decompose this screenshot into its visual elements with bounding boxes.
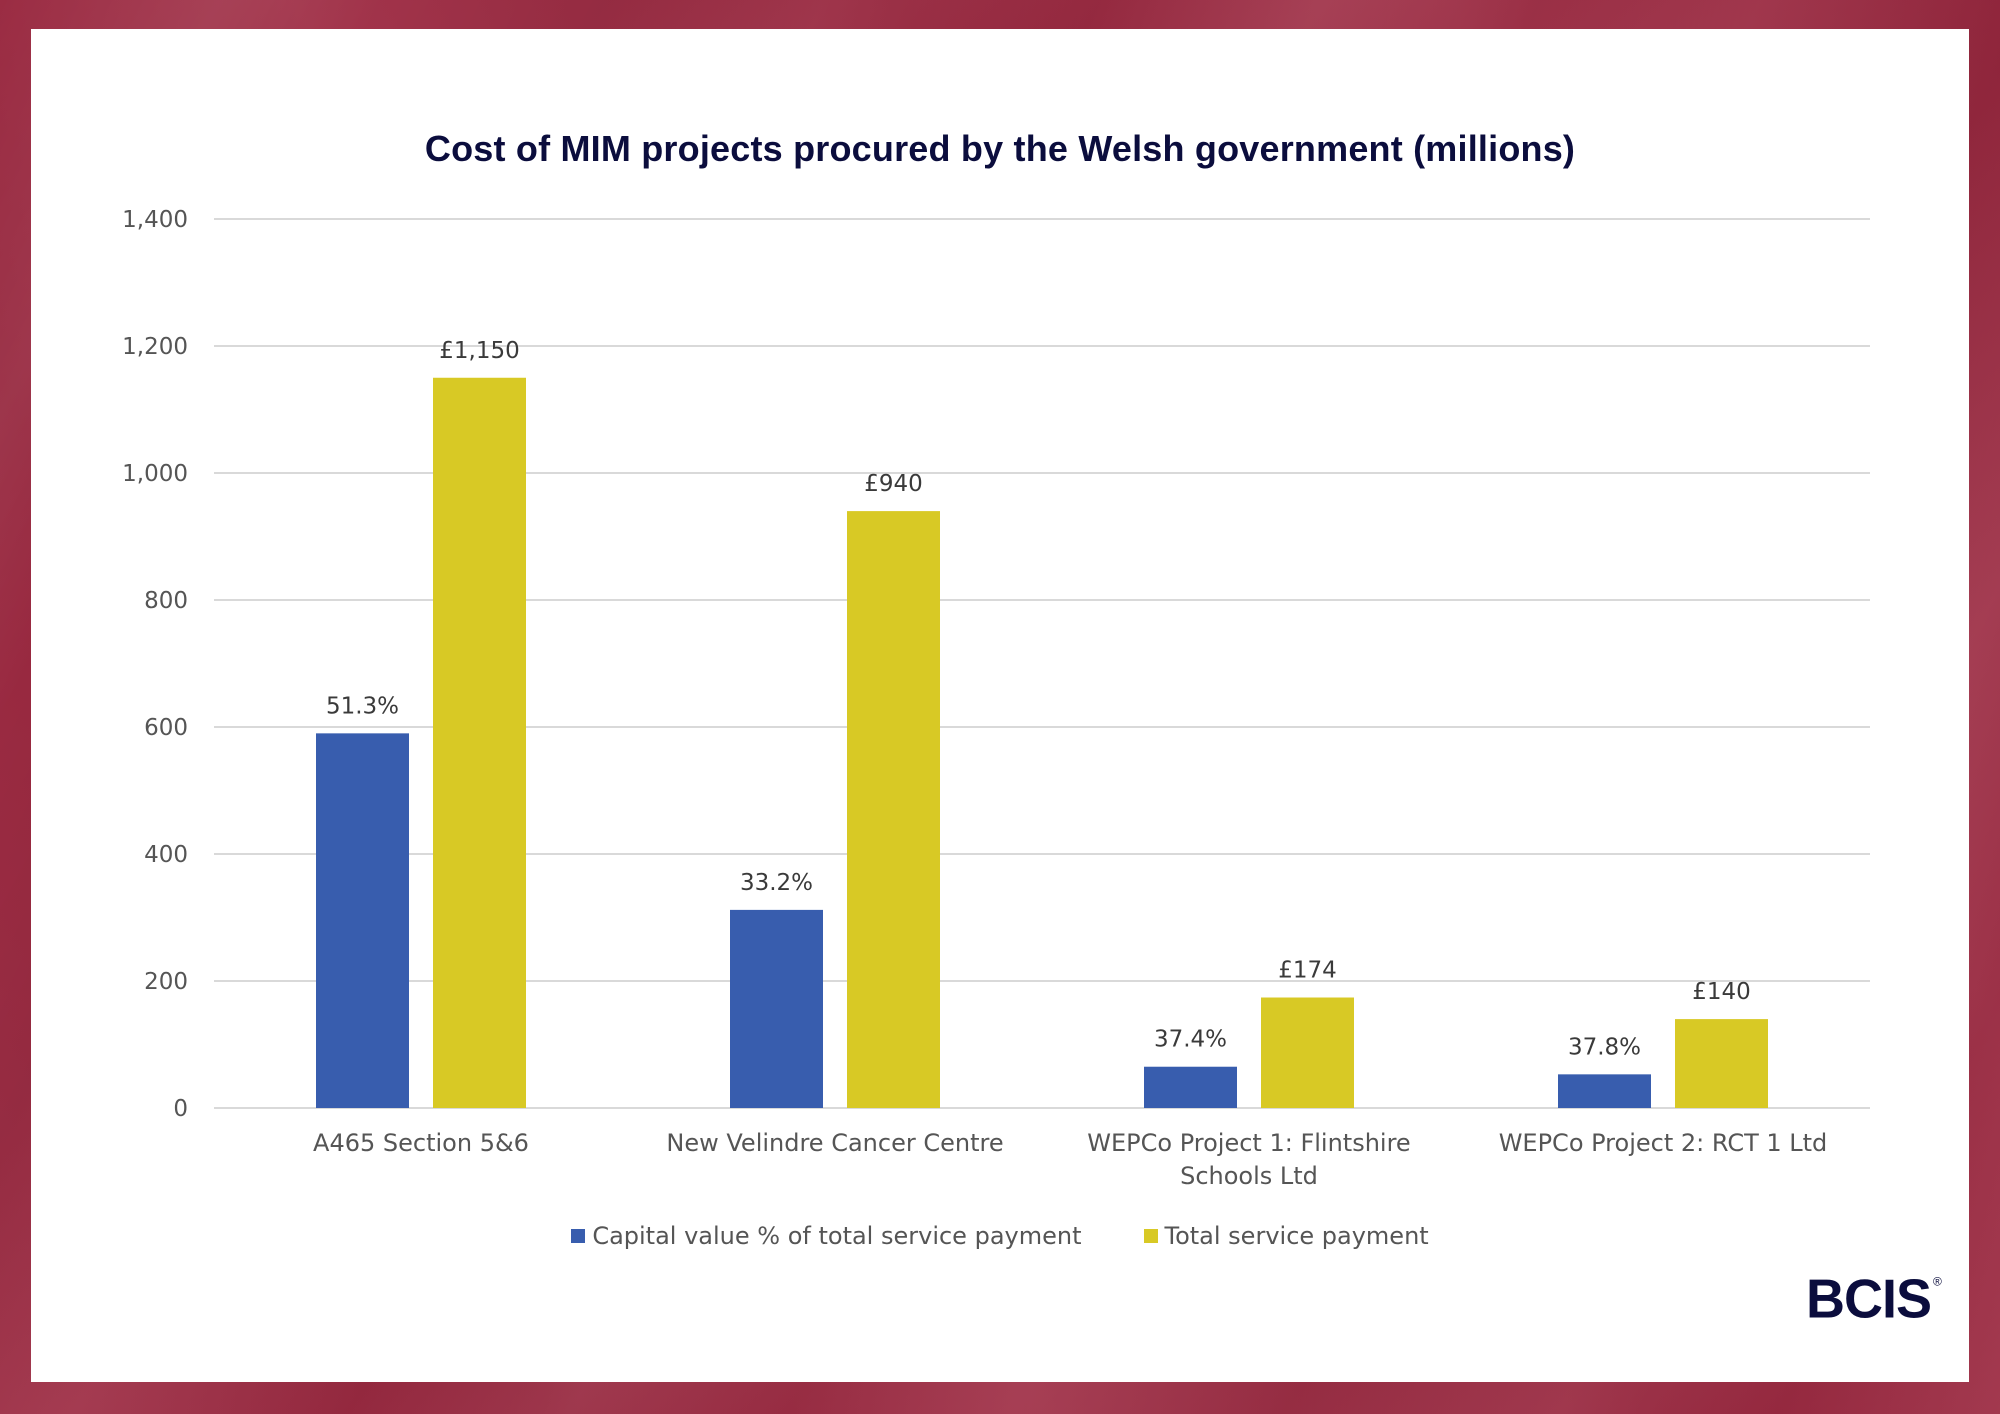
y-axis-tick-labels: 0 200 400 600 800 1,000 1,200 1,400: [122, 207, 188, 1122]
legend: Capital value % of total service payment…: [0, 1222, 2000, 1250]
bar-total: [433, 377, 526, 1108]
bar-total: [1261, 997, 1354, 1108]
legend-swatch-capital: [571, 1229, 586, 1243]
legend-item-capital[interactable]: Capital value % of total service payment: [571, 1222, 1082, 1250]
bars: [316, 377, 1768, 1109]
data-labels: 51.3% £1,150 33.2% £940 37.4% £174 37.8% £140: [326, 338, 1751, 1061]
data-label: £174: [1278, 958, 1337, 984]
y-tick-label: 200: [144, 969, 188, 995]
bar-capital: [730, 909, 823, 1108]
y-tick-label: 1,000: [122, 461, 188, 487]
legend-label-total: Total service payment: [1164, 1222, 1429, 1250]
data-label: 33.2%: [740, 870, 813, 896]
registered-mark: ®: [1933, 1274, 1942, 1289]
data-label: 37.4%: [1154, 1027, 1227, 1053]
bcis-logo: BCIS ®: [1806, 1268, 1942, 1330]
data-label: £940: [864, 471, 923, 497]
bar-capital: [1558, 1074, 1651, 1108]
x-category-label: WEPCo Project 1: Flintshire: [1087, 1129, 1410, 1157]
data-label: £1,150: [439, 338, 519, 364]
x-category-label: WEPCo Project 2: RCT 1 Ltd: [1499, 1129, 1828, 1157]
y-tick-label: 1,400: [122, 207, 188, 233]
y-tick-label: 1,200: [122, 334, 188, 360]
x-category-label: A465 Section 5&6: [313, 1129, 529, 1157]
chart-panel: [31, 29, 1969, 1382]
y-tick-label: 600: [144, 715, 188, 741]
y-tick-label: 0: [173, 1096, 188, 1122]
y-tick-label: 800: [144, 588, 188, 614]
data-label: 37.8%: [1568, 1034, 1641, 1060]
logo-text: BCIS: [1806, 1268, 1932, 1330]
bar-total: [1675, 1019, 1768, 1108]
legend-swatch-total: [1143, 1229, 1158, 1243]
x-category-label: Schools Ltd: [1180, 1162, 1318, 1190]
x-axis-category-labels: A465 Section 5&6 New Velindre Cancer Cent…: [313, 1129, 1827, 1190]
bar-capital: [316, 733, 409, 1108]
x-category-label: New Velindre Cancer Centre: [666, 1129, 1003, 1157]
bar-total: [847, 511, 940, 1109]
data-label: 51.3%: [326, 693, 399, 719]
data-label: £140: [1692, 979, 1751, 1005]
legend-label-capital: Capital value % of total service payment: [592, 1222, 1082, 1250]
legend-item-total[interactable]: Total service payment: [1143, 1222, 1429, 1250]
chart-title: Cost of MIM projects procured by the Wel…: [424, 128, 1576, 169]
bar-capital: [1144, 1066, 1237, 1108]
y-tick-label: 400: [144, 842, 188, 868]
